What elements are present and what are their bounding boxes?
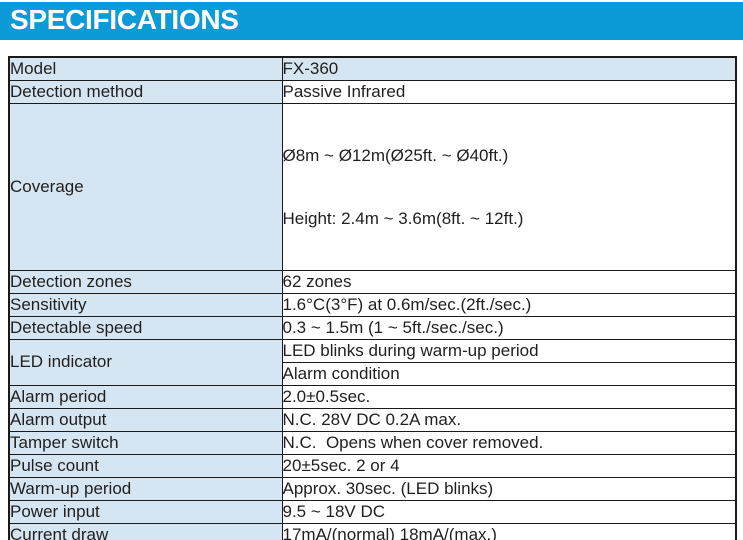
detection-method-label: Detection method — [8, 79, 283, 104]
coverage-value: Ø8m ~ Ø12m(Ø25ft. ~ Ø40ft.) Height: 2.4m… — [281, 102, 737, 271]
row-pulse-count: Pulse count 20±5sec. 2 or 4 — [8, 453, 737, 478]
row-sensitivity: Sensitivity 1.6°C(3°F) at 0.6m/sec.(2ft.… — [8, 292, 737, 317]
warm-up-period-label: Warm-up period — [8, 476, 283, 501]
model-label: Model — [8, 56, 283, 81]
row-tamper-switch: Tamper switch N.C. Opens when cover remo… — [8, 430, 737, 455]
model-value: FX-360 — [281, 56, 737, 81]
power-input-label: Power input — [8, 499, 283, 524]
alarm-period-value: 2.0±0.5sec. — [281, 384, 737, 409]
led-indicator-value-1: LED blinks during warm-up period — [281, 338, 737, 363]
coverage-value-line-2: Height: 2.4m ~ 3.6m(8ft. ~ 12ft.) — [282, 208, 524, 228]
specifications-table: Model FX-360 Detection method Passive In… — [8, 56, 737, 540]
row-detection-zones: Detection zones 62 zones — [8, 269, 737, 294]
detection-zones-label: Detection zones — [8, 269, 283, 294]
coverage-value-line-1: Ø8m ~ Ø12m(Ø25ft. ~ Ø40ft.) — [282, 145, 509, 165]
coverage-label: Coverage — [8, 102, 283, 271]
pulse-count-value: 20±5sec. 2 or 4 — [281, 453, 737, 478]
warm-up-period-value: Approx. 30sec. (LED blinks) — [281, 476, 737, 501]
row-detection-method: Detection method Passive Infrared — [8, 79, 737, 104]
row-alarm-period: Alarm period 2.0±0.5sec. — [8, 384, 737, 409]
specifications-header-bar: SPECIFICATIONS — [0, 2, 743, 40]
alarm-output-value: N.C. 28V DC 0.2A max. — [281, 407, 737, 432]
tamper-switch-value: N.C. Opens when cover removed. — [281, 430, 737, 455]
page-title: SPECIFICATIONS — [10, 4, 239, 35]
sensitivity-label: Sensitivity — [8, 292, 283, 317]
led-indicator-label: LED indicator — [8, 338, 283, 386]
row-model: Model FX-360 — [8, 56, 737, 81]
tamper-switch-label: Tamper switch — [8, 430, 283, 455]
row-current-draw: Current draw 17mA/(normal) 18mA/(max.) — [8, 522, 737, 540]
row-led-indicator-sub: Alarm condition — [9, 361, 737, 386]
pulse-count-label: Pulse count — [8, 453, 283, 478]
detectable-speed-label: Detectable speed — [8, 315, 283, 340]
alarm-output-label: Alarm output — [8, 407, 283, 432]
row-power-input: Power input 9.5 ~ 18V DC — [8, 499, 737, 524]
detection-zones-value: 62 zones — [281, 269, 737, 294]
led-indicator-value-2: Alarm condition — [281, 361, 737, 386]
detectable-speed-value: 0.3 ~ 1.5m (1 ~ 5ft./sec./sec.) — [281, 315, 737, 340]
row-detectable-speed: Detectable speed 0.3 ~ 1.5m (1 ~ 5ft./se… — [8, 315, 737, 340]
row-alarm-output: Alarm output N.C. 28V DC 0.2A max. — [8, 407, 737, 432]
alarm-period-label: Alarm period — [8, 384, 283, 409]
power-input-value: 9.5 ~ 18V DC — [281, 499, 737, 524]
sensitivity-value: 1.6°C(3°F) at 0.6m/sec.(2ft./sec.) — [281, 292, 737, 317]
current-draw-label: Current draw — [8, 522, 283, 540]
detection-method-value: Passive Infrared — [281, 79, 737, 104]
row-warm-up-period: Warm-up period Approx. 30sec. (LED blink… — [8, 476, 737, 501]
row-led-indicator: LED indicator LED blinks during warm-up … — [8, 338, 737, 386]
row-coverage: Coverage Ø8m ~ Ø12m(Ø25ft. ~ Ø40ft.) Hei… — [8, 102, 737, 271]
current-draw-value: 17mA/(normal) 18mA/(max.) — [281, 522, 737, 540]
